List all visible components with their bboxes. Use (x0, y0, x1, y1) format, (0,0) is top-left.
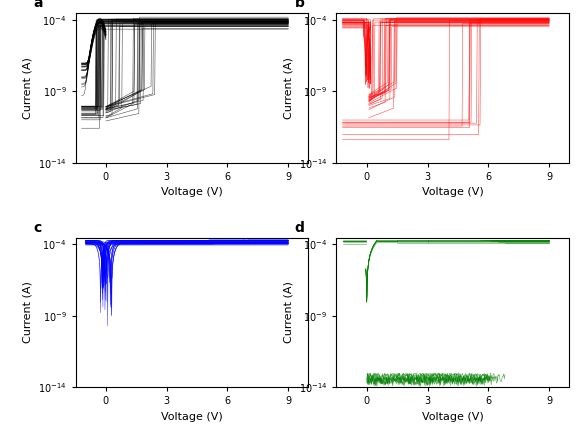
X-axis label: Voltage (V): Voltage (V) (422, 187, 484, 198)
X-axis label: Voltage (V): Voltage (V) (161, 187, 223, 198)
Y-axis label: Current (A): Current (A) (23, 57, 33, 119)
Y-axis label: Current (A): Current (A) (284, 282, 293, 343)
X-axis label: Voltage (V): Voltage (V) (422, 412, 484, 422)
Y-axis label: Current (A): Current (A) (284, 57, 293, 119)
Text: a: a (34, 0, 43, 10)
Text: b: b (295, 0, 304, 10)
Text: c: c (34, 220, 42, 235)
X-axis label: Voltage (V): Voltage (V) (161, 412, 223, 422)
Y-axis label: Current (A): Current (A) (23, 282, 33, 343)
Text: d: d (295, 220, 304, 235)
